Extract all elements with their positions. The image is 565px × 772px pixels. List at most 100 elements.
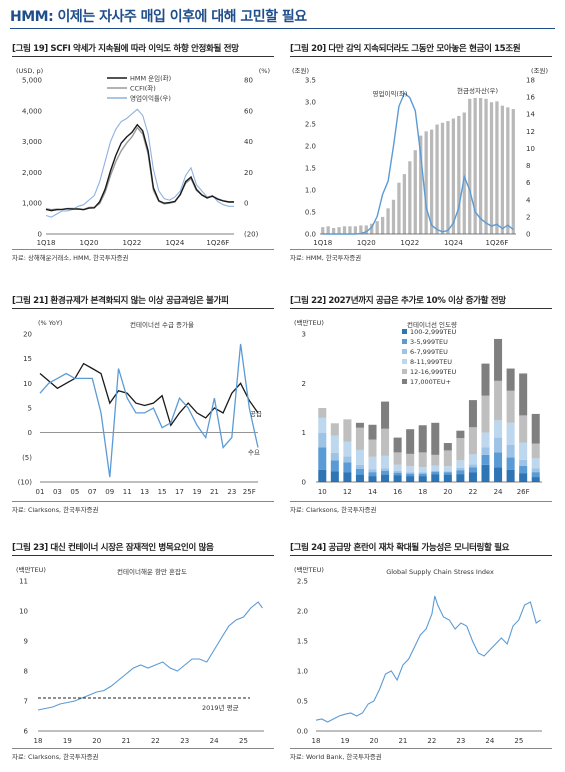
legend-swatch xyxy=(402,379,407,384)
stack-segment xyxy=(456,438,465,461)
stack-segment xyxy=(343,472,352,482)
stack-segment xyxy=(431,470,440,472)
stack-segment xyxy=(443,450,452,467)
stack-segment xyxy=(368,456,377,470)
y-tick-label: 8 xyxy=(24,668,28,676)
x-tick-label: 1Q24 xyxy=(444,239,463,247)
cash-bar xyxy=(429,129,434,234)
x-tick-label: 11 xyxy=(123,488,132,496)
source-rule xyxy=(290,748,552,749)
x-tick-label: 24 xyxy=(485,737,494,745)
x-tick-label: 1Q26F xyxy=(206,239,229,247)
chart-svg: (백만TEU) 컨테이너해운 항만 혼잡도 6 7 8 9 10 11 18 19 20 21 22 23… xyxy=(16,565,264,745)
stack-segment xyxy=(418,473,427,477)
y-tick-label: 0.0 xyxy=(297,728,308,736)
legend-label: 영업이익률(우) xyxy=(130,94,171,103)
stack-segment xyxy=(393,475,402,482)
source-rule xyxy=(290,249,552,250)
stack-segment xyxy=(368,476,377,482)
figure-title-rule xyxy=(290,308,552,309)
y2-tick-label: 20 xyxy=(244,169,253,177)
y2-tick-label: 16 xyxy=(526,94,535,102)
x-tick-label: 22 xyxy=(151,737,160,745)
y-tick-label: 0.5 xyxy=(297,698,308,706)
stack-segment xyxy=(381,428,390,456)
stack-segment xyxy=(481,464,490,482)
stack-segment xyxy=(468,427,477,455)
stack-segment xyxy=(481,447,490,455)
x-tick-label: 24 xyxy=(210,737,219,745)
stack-segment xyxy=(393,452,402,465)
stack-segment xyxy=(368,439,377,457)
legend-label: HMM 운임(좌) xyxy=(130,74,171,83)
y-tick-label: (10) xyxy=(18,479,33,487)
source-note: 자료: HMM, 한국투자증권 xyxy=(290,254,362,262)
source-note: 자료: Clarksons, 한국투자증권 xyxy=(12,753,99,761)
right-axis-unit: (조원) xyxy=(531,66,548,75)
cash-bar xyxy=(446,121,450,234)
stack-segment xyxy=(443,471,452,473)
stack-segment xyxy=(318,447,327,470)
stack-segment xyxy=(406,472,415,474)
stack-segment xyxy=(456,430,465,439)
stack-segment xyxy=(330,471,339,482)
cash-bar xyxy=(462,112,466,234)
x-tick-label: 19 xyxy=(341,737,350,745)
figure-title-rule xyxy=(290,555,552,556)
cash-bar xyxy=(408,161,412,234)
stack-segment xyxy=(494,380,503,421)
chart-subtitle: 컨테이너선 인도량 xyxy=(407,320,457,329)
cash-bar xyxy=(391,199,396,234)
figure-title: [그림 23] 대신 컨테이너 시장은 잠재적인 병목요인이 많음 xyxy=(12,543,214,553)
figure-title-rule xyxy=(12,56,274,57)
stack-segment xyxy=(393,470,402,473)
legend-swatch xyxy=(402,329,407,334)
average-label: 2019년 평균 xyxy=(202,703,239,712)
stack-segment xyxy=(506,457,515,470)
stack-segment xyxy=(418,467,427,473)
stack-segment xyxy=(393,437,402,453)
x-tick-label: 12 xyxy=(343,488,352,496)
x-tick-label: 21 xyxy=(398,737,407,745)
y-tick-label: 9 xyxy=(24,638,28,646)
cash-bar xyxy=(473,97,477,234)
figure-title: [그림 22] 2027년까지 공급은 추가로 10% 이상 증가할 전망 xyxy=(290,296,506,306)
stack-segment xyxy=(406,476,415,482)
figure-title: [그림 21] 환경규제가 본격화되지 않는 이상 공급과잉은 불가피 xyxy=(12,296,229,306)
stack-segment xyxy=(456,460,465,468)
x-tick-label: 10 xyxy=(318,488,327,496)
stack-segment xyxy=(330,452,339,461)
stack-segment xyxy=(531,468,540,473)
legend-label: 8-11,999TEU xyxy=(410,358,452,366)
left-axis-unit: (백만TEU) xyxy=(294,565,324,574)
y2-tick-label: 80 xyxy=(244,77,253,85)
y-tick-label: 11 xyxy=(19,578,28,586)
y-tick-label: 0 xyxy=(302,479,306,487)
cash-bar xyxy=(337,227,341,234)
y-tick-label: 2.0 xyxy=(297,608,308,616)
cash-bar xyxy=(424,131,428,234)
chart-svg: (USD, p) (%) 0 1,000 2,000 3,000 4,000 5,000 (20… xyxy=(16,67,270,247)
cash-bar xyxy=(348,226,352,234)
x-tick-label: 03 xyxy=(53,488,62,496)
cash-bar xyxy=(386,208,390,234)
stack-segment xyxy=(431,465,440,471)
legend-label: CCFI(좌) xyxy=(130,84,156,93)
x-tick-label: 20 xyxy=(92,737,101,745)
stack-segment xyxy=(494,338,503,381)
stack-segment xyxy=(418,476,427,482)
x-tick-label: 1Q18 xyxy=(37,239,56,247)
x-tick-label: 23 xyxy=(227,488,236,496)
x-tick-label: 23 xyxy=(180,737,189,745)
legend-swatch xyxy=(402,359,407,364)
stack-segment xyxy=(531,477,540,482)
series-line xyxy=(39,362,259,427)
cash-bar xyxy=(397,182,401,234)
x-tick-label: 19 xyxy=(63,737,72,745)
source-rule xyxy=(12,249,274,250)
x-tick-label: 09 xyxy=(105,488,114,496)
y-tick-label: 0 xyxy=(38,231,42,239)
panel-figure-21: [그림 21] 환경규제가 본격화되지 않는 이상 공급과잉은 불가피 자료: C… xyxy=(12,294,274,519)
cash-bar xyxy=(342,226,347,234)
y-tick-label: 2.5 xyxy=(297,578,308,586)
